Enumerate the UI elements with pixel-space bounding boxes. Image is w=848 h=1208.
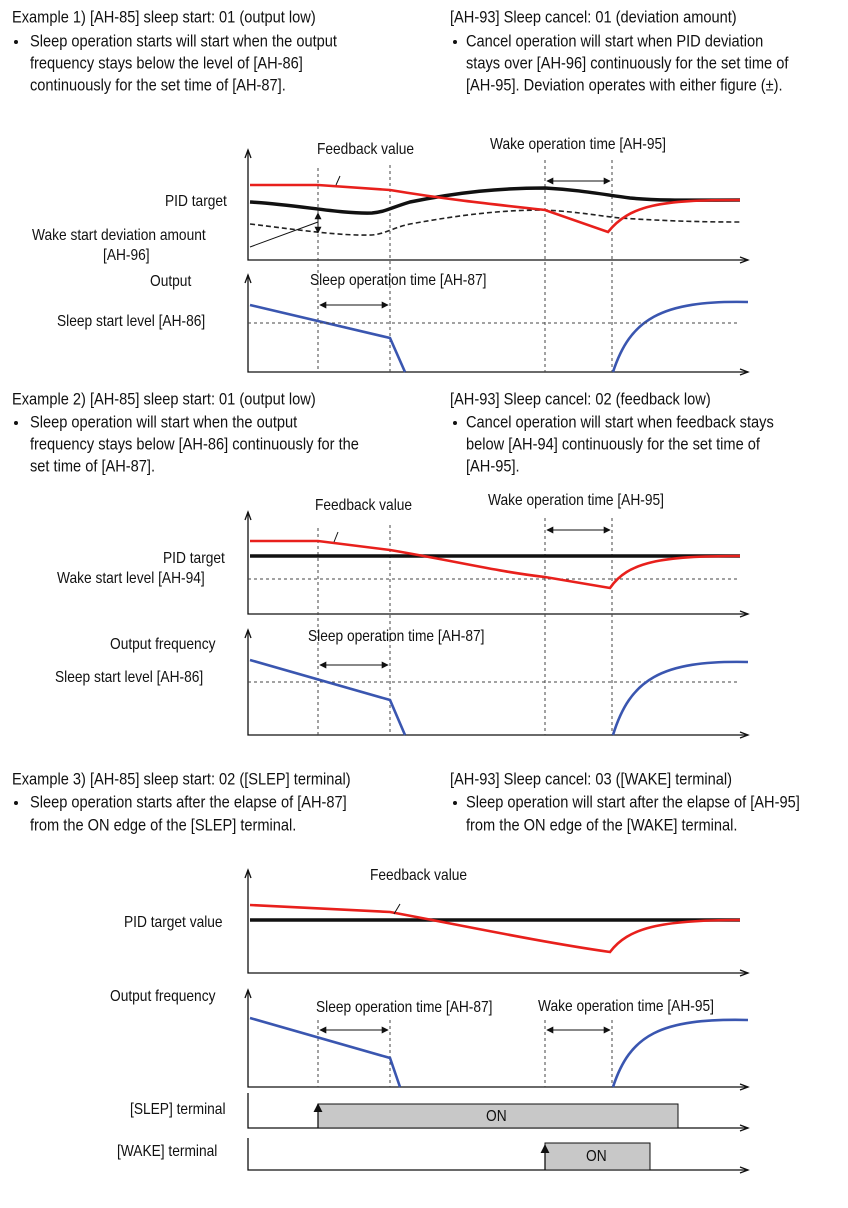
axis-arrow — [244, 148, 252, 159]
axis — [247, 630, 748, 736]
leader — [249, 175, 341, 248]
bullet-line: Cancel operation will start when feedbac… — [466, 414, 774, 432]
bullet — [453, 40, 457, 44]
bullet — [453, 801, 457, 805]
label: Wake operation time [AH-95] — [488, 491, 664, 509]
heading: [AH-93] Sleep cancel: 01 (deviation amou… — [450, 9, 737, 27]
axis — [247, 275, 748, 373]
label: PID target value — [124, 913, 223, 931]
label: Feedback value — [317, 140, 414, 158]
leader — [333, 531, 339, 543]
axis-arrow — [244, 988, 252, 999]
axis — [247, 512, 748, 615]
feedback-line — [249, 903, 741, 954]
bullet — [453, 421, 457, 425]
feedback-line — [250, 183, 741, 234]
axis — [247, 990, 748, 1088]
bullet-line: below [AH-94] continuously for the set t… — [466, 436, 761, 454]
label: Sleep operation time [AH-87] — [308, 627, 485, 645]
bullet-line: stays over [AH-96] continuously for the … — [466, 55, 789, 73]
axis-arrow — [739, 1166, 750, 1174]
bullet-line: Sleep operation will start after the ela… — [466, 794, 800, 812]
label: Output frequency — [110, 635, 216, 653]
level-line — [248, 578, 740, 683]
bullet-line: Sleep operation starts will start when t… — [30, 33, 338, 51]
output-line — [249, 658, 749, 736]
heading: [AH-93] Sleep cancel: 03 ([WAKE] termina… — [450, 771, 732, 789]
pid-target-line — [249, 186, 741, 215]
bullet-line: Sleep operation starts after the elapse … — [30, 794, 347, 812]
bullet-line: [AH-95]. — [466, 458, 520, 476]
bullet-line: frequency stays below [AH-86] continuous… — [30, 436, 359, 454]
bullet-line: Sleep operation will start when the outp… — [30, 414, 298, 432]
axis-arrow — [739, 731, 750, 739]
axis-arrow — [244, 273, 252, 284]
bullet-line: Cancel operation will start when PID dev… — [466, 33, 763, 51]
divider — [317, 518, 613, 735]
axis — [247, 1138, 748, 1171]
ex1-text: Example 1) [AH-85] sleep start: 01 (outp… — [12, 9, 789, 95]
axis-arrow — [244, 868, 252, 879]
label: [WAKE] terminal — [117, 1142, 217, 1160]
bullet — [14, 421, 18, 425]
label: Output frequency — [110, 987, 216, 1005]
axis-arrow — [739, 969, 750, 977]
label: Wake operation time [AH-95] — [490, 135, 666, 153]
label: [SLEP] terminal — [130, 1100, 225, 1118]
leader — [393, 903, 401, 915]
heading: Example 2) [AH-85] sleep start: 01 (outp… — [12, 391, 316, 409]
output-line — [249, 1016, 749, 1088]
output-line — [249, 300, 749, 373]
diagram-2: Feedback value Wake operation time [AH-9… — [55, 491, 750, 739]
label: ON — [586, 1147, 607, 1165]
divider — [317, 160, 613, 372]
label: ON — [486, 1107, 507, 1125]
axis-arrow — [739, 368, 750, 376]
bullet-line: [AH-95]. Deviation operates with either … — [466, 77, 783, 95]
ex3-text: Example 3) [AH-85] sleep start: 02 ([SLE… — [12, 771, 800, 835]
label: Sleep operation time [AH-87] — [310, 271, 487, 289]
label: Wake operation time [AH-95] — [538, 997, 714, 1015]
axis — [247, 150, 748, 261]
deviation-line — [249, 209, 741, 236]
feedback-line — [250, 539, 741, 590]
bullet-line: set time of [AH-87]. — [30, 458, 155, 476]
heading: Example 1) [AH-85] sleep start: 01 (outp… — [12, 9, 316, 27]
label: Wake start deviation amount — [32, 226, 206, 244]
bullet-line: continuously for the set time of [AH-87]… — [30, 77, 286, 95]
axis-arrow — [244, 628, 252, 639]
label: Sleep operation time [AH-87] — [316, 998, 493, 1016]
bullet-line: from the ON edge of the [SLEP] terminal. — [30, 817, 296, 835]
diagram-3: Feedback value PID target value Output f… — [110, 866, 750, 1174]
heading: [AH-93] Sleep cancel: 02 (feedback low) — [450, 391, 711, 409]
bullet-line: from the ON edge of the [WAKE] terminal. — [466, 817, 737, 835]
axis-arrow — [739, 1124, 750, 1132]
label: PID target — [163, 549, 226, 567]
axis-arrow — [739, 1083, 750, 1091]
bullet — [14, 40, 18, 44]
bullet — [14, 801, 18, 805]
heading: Example 3) [AH-85] sleep start: 02 ([SLE… — [12, 771, 351, 789]
label: PID target — [165, 192, 228, 210]
axis-arrow — [739, 256, 750, 264]
ex2-text: Example 2) [AH-85] sleep start: 01 (outp… — [12, 391, 774, 476]
label: Feedback value — [370, 866, 467, 884]
label: Sleep start level [AH-86] — [57, 312, 205, 330]
label: Wake start level [AH-94] — [57, 569, 205, 587]
label: Sleep start level [AH-86] — [55, 668, 203, 686]
label: Output — [150, 272, 192, 290]
axis-arrow — [739, 610, 750, 618]
label: [AH-96] — [103, 246, 150, 264]
diagram-1: Feedback value Wake operation time [AH-9… — [32, 135, 750, 376]
label: Feedback value — [315, 496, 412, 514]
axis-arrow — [244, 510, 252, 521]
axis — [247, 870, 748, 974]
bullet-line: frequency stays below the level of [AH-8… — [30, 55, 303, 73]
